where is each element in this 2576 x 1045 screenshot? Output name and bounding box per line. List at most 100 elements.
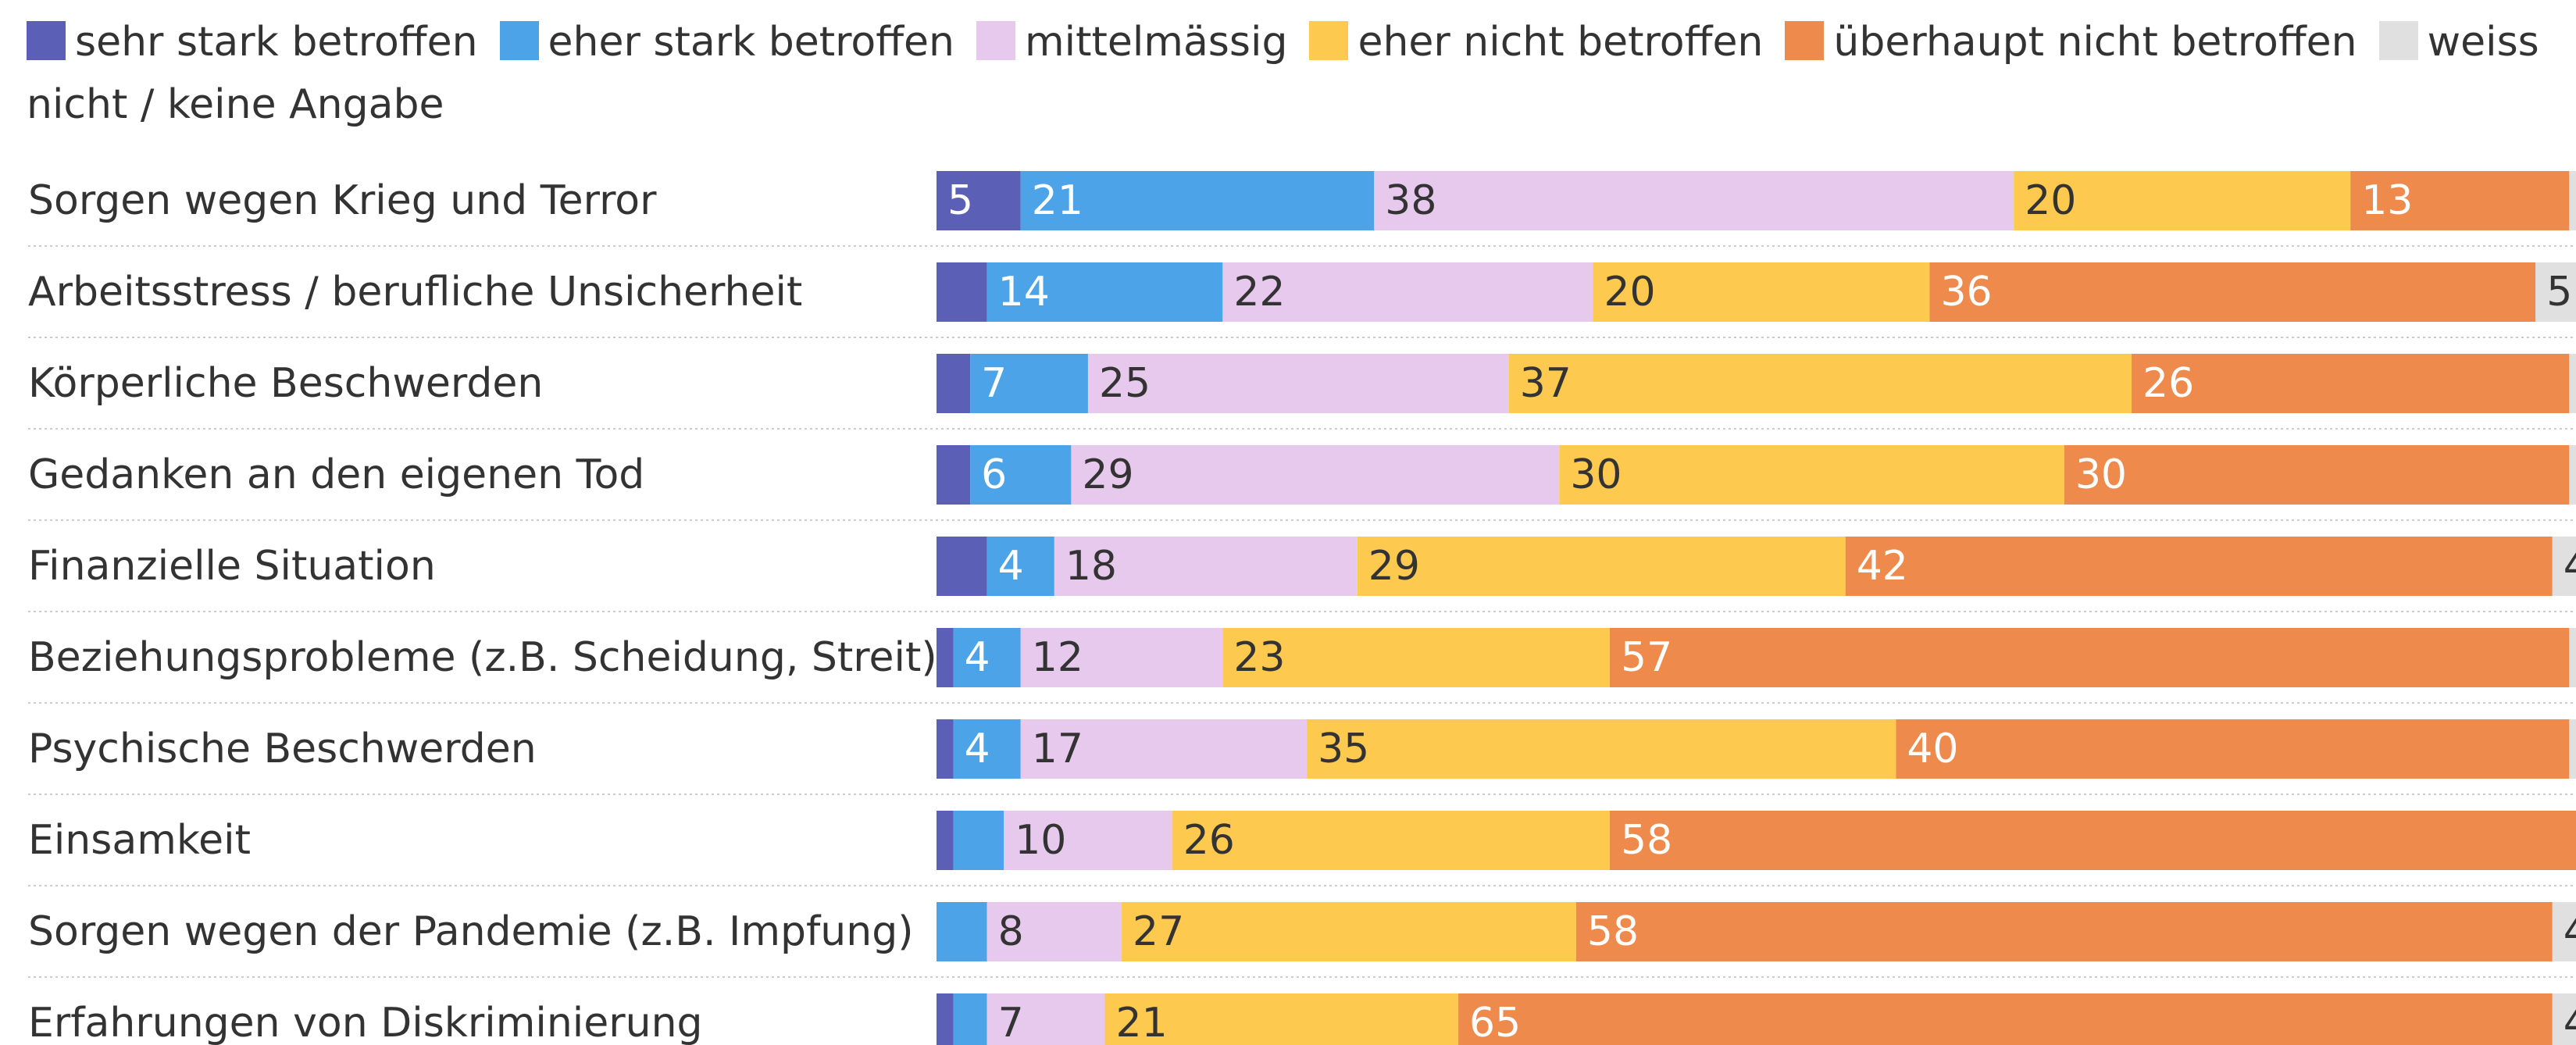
bar-segment <box>2569 445 2576 505</box>
bar-segment <box>1222 262 1593 322</box>
bar-segment <box>937 171 1021 230</box>
bar-segment <box>953 993 987 1045</box>
value-label: 7 <box>998 1000 1024 1045</box>
bar-segment <box>2535 262 2576 322</box>
bar-segment <box>2064 445 2570 505</box>
value-label: 36 <box>1940 269 1992 316</box>
legend-label: sehr stark betroffen <box>75 19 478 66</box>
bar-segment <box>937 445 971 505</box>
value-label: 14 <box>998 269 1050 316</box>
bar-segment <box>937 628 954 687</box>
bar-segment <box>2552 902 2576 961</box>
category-label: Beziehungsprobleme (z.B. Scheidung, Stre… <box>28 634 937 681</box>
bar-segment <box>1559 445 2064 505</box>
legend-label: überhaupt nicht betroffen <box>1833 19 2357 66</box>
legend-swatch <box>1785 21 1825 60</box>
bar-segment <box>1845 537 2553 596</box>
category-label: Finanzielle Situation <box>28 543 436 590</box>
category-label: Arbeitsstress / berufliche Unsicherheit <box>28 269 802 316</box>
value-label: 23 <box>1233 634 1285 681</box>
value-label: 12 <box>1032 634 1083 681</box>
value-label: 21 <box>1116 1000 1168 1045</box>
bar-segment <box>2552 537 2576 596</box>
value-label: 35 <box>1318 726 1369 772</box>
bar-segment <box>937 537 987 596</box>
value-label: 29 <box>1082 451 1133 498</box>
bar-segment <box>987 902 1122 961</box>
value-label: 4 <box>2564 908 2576 955</box>
legend-item: mittelmässig <box>976 19 1287 66</box>
value-label: 58 <box>1587 908 1639 955</box>
bar-segment <box>1357 537 1846 596</box>
legend-swatch <box>27 21 66 60</box>
bar-segment <box>987 262 1223 322</box>
legend: sehr stark betroffen eher stark betroffen… <box>27 11 2565 136</box>
bar-segment <box>953 628 1021 687</box>
legend-item: überhaupt nicht betroffen <box>1785 19 2357 66</box>
bar-segment <box>1896 719 2570 779</box>
category-label: Erfahrungen von Diskriminierung <box>28 1000 703 1045</box>
value-label: 4 <box>998 543 1024 590</box>
category-label: Sorgen wegen Krieg und Terror <box>28 177 657 224</box>
value-label: 4 <box>2564 543 2576 590</box>
bar-segment <box>2132 354 2570 413</box>
bar-segment <box>1054 537 1358 596</box>
bar-segment <box>1172 811 1610 870</box>
legend-label: eher stark betroffen <box>548 19 954 66</box>
value-label: 4 <box>2564 1000 2576 1045</box>
value-label: 6 <box>981 451 1007 498</box>
category-label: Sorgen wegen der Pandemie (z.B. Impfung) <box>28 908 914 955</box>
category-label: Einsamkeit <box>28 817 251 864</box>
bar-segment <box>1593 262 1930 322</box>
value-label: 29 <box>1368 543 1420 590</box>
legend-label: mittelmässig <box>1024 19 1288 66</box>
bar-segment <box>1610 811 2576 870</box>
bar-segment <box>1020 719 1308 779</box>
bar-segment <box>1575 902 2553 961</box>
bar-segment <box>953 811 1004 870</box>
value-label: 25 <box>1099 360 1151 407</box>
category-label: Körperliche Beschwerden <box>28 360 543 407</box>
value-label: 30 <box>2075 451 2127 498</box>
bar-segment <box>953 719 1021 779</box>
bar-segment <box>937 811 954 870</box>
bar-segment <box>937 719 954 779</box>
bar-segment <box>970 445 1072 505</box>
bar-segment <box>937 993 954 1045</box>
legend-item: eher nicht betroffen <box>1309 19 1763 66</box>
legend-swatch <box>2378 21 2418 60</box>
value-label: 5 <box>2546 269 2572 316</box>
bar-segment <box>2569 719 2576 779</box>
legend-swatch <box>976 21 1015 60</box>
bar-segment <box>1374 171 2014 230</box>
value-label: 26 <box>1183 817 1235 864</box>
bar-segment <box>1087 354 1509 413</box>
legend-label: eher nicht betroffen <box>1358 19 1764 66</box>
bar-segment <box>1929 262 2536 322</box>
value-label: 30 <box>1570 451 1622 498</box>
bar-segment <box>987 537 1054 596</box>
bar-segment <box>987 993 1105 1045</box>
value-label: 42 <box>1857 543 1908 590</box>
value-label: 10 <box>1015 817 1066 864</box>
value-label: 13 <box>2361 177 2413 224</box>
bar-segment <box>1610 628 2570 687</box>
category-label: Gedanken an den eigenen Tod <box>28 451 644 498</box>
bar-segment <box>1508 354 2132 413</box>
value-label: 20 <box>1604 269 1655 316</box>
bar-segment <box>1071 445 1560 505</box>
bar-segment <box>2569 171 2576 230</box>
value-label: 58 <box>1621 817 1672 864</box>
value-label: 38 <box>1385 177 1436 224</box>
bar-segment <box>1458 993 2553 1045</box>
value-label: 4 <box>965 726 990 772</box>
value-label: 40 <box>1907 726 1958 772</box>
legend-swatch <box>1309 21 1349 60</box>
bar-segment <box>2014 171 2351 230</box>
bar-segment <box>937 262 987 322</box>
value-label: 18 <box>1065 543 1117 590</box>
legend-label: weiss nicht / keine Angabe <box>27 19 2539 128</box>
bar-segment <box>1122 902 1576 961</box>
value-label: 8 <box>998 908 1024 955</box>
